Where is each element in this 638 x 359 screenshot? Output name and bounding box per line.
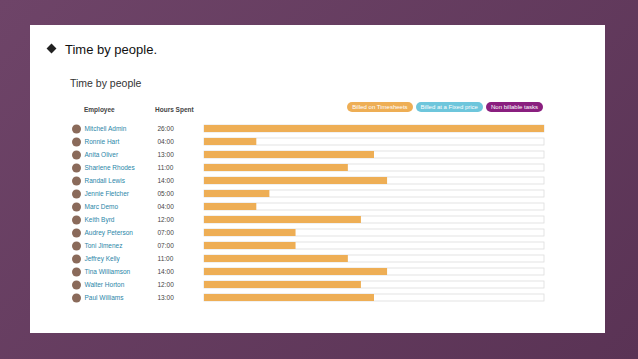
svg-text:Keith Byrd: Keith Byrd: [85, 216, 115, 224]
svg-text:12:00: 12:00: [158, 281, 175, 288]
svg-text:07:00: 07:00: [158, 242, 175, 249]
svg-text:13:00: 13:00: [158, 294, 175, 301]
svg-text:04:00: 04:00: [158, 138, 175, 145]
svg-text:13:00: 13:00: [158, 151, 175, 158]
svg-text:14:00: 14:00: [158, 268, 175, 275]
svg-text:14:00: 14:00: [158, 177, 175, 184]
svg-text:12:00: 12:00: [158, 216, 175, 223]
svg-text:Jeffrey Kelly: Jeffrey Kelly: [85, 255, 121, 263]
html-text:Time by people.: Time by people.: [65, 42, 157, 57]
svg-text:Sharlene Rhodes: Sharlene Rhodes: [85, 164, 136, 171]
svg-text:Marc Demo: Marc Demo: [85, 203, 119, 210]
html-text:Billed on Timesheets: Billed on Timesheets: [352, 104, 408, 110]
svg-text:Ronnie Hart: Ronnie Hart: [85, 138, 120, 145]
svg-text:Paul Williams: Paul Williams: [85, 294, 125, 301]
svg-text:26:00: 26:00: [158, 125, 175, 132]
svg-text:Mitchell Admin: Mitchell Admin: [85, 125, 127, 132]
html-text:Hours Spent: Hours Spent: [155, 106, 194, 113]
svg-text:11:00: 11:00: [158, 164, 174, 171]
html-text:Employee: Employee: [84, 106, 115, 113]
svg-text:Walter Horton: Walter Horton: [85, 281, 125, 288]
html-text:Billed at a Fixed price: Billed at a Fixed price: [420, 104, 478, 110]
svg-text:Randall Lewis: Randall Lewis: [85, 177, 126, 184]
svg-text:Audrey Peterson: Audrey Peterson: [85, 229, 134, 237]
svg-text:Anita Oliver: Anita Oliver: [85, 151, 119, 158]
svg-text:05:00: 05:00: [158, 190, 175, 197]
html-text:Non billable tasks: Non billable tasks: [491, 104, 538, 110]
svg-text:Tina Williamson: Tina Williamson: [85, 268, 131, 275]
svg-text:Toni Jimenez: Toni Jimenez: [85, 242, 123, 249]
svg-text:04:00: 04:00: [158, 203, 175, 210]
html-text:Time by people: Time by people: [70, 77, 142, 89]
svg-text:11:00: 11:00: [158, 255, 174, 262]
svg-text:07:00: 07:00: [158, 229, 175, 236]
svg-text:Jennie Fletcher: Jennie Fletcher: [85, 190, 130, 197]
